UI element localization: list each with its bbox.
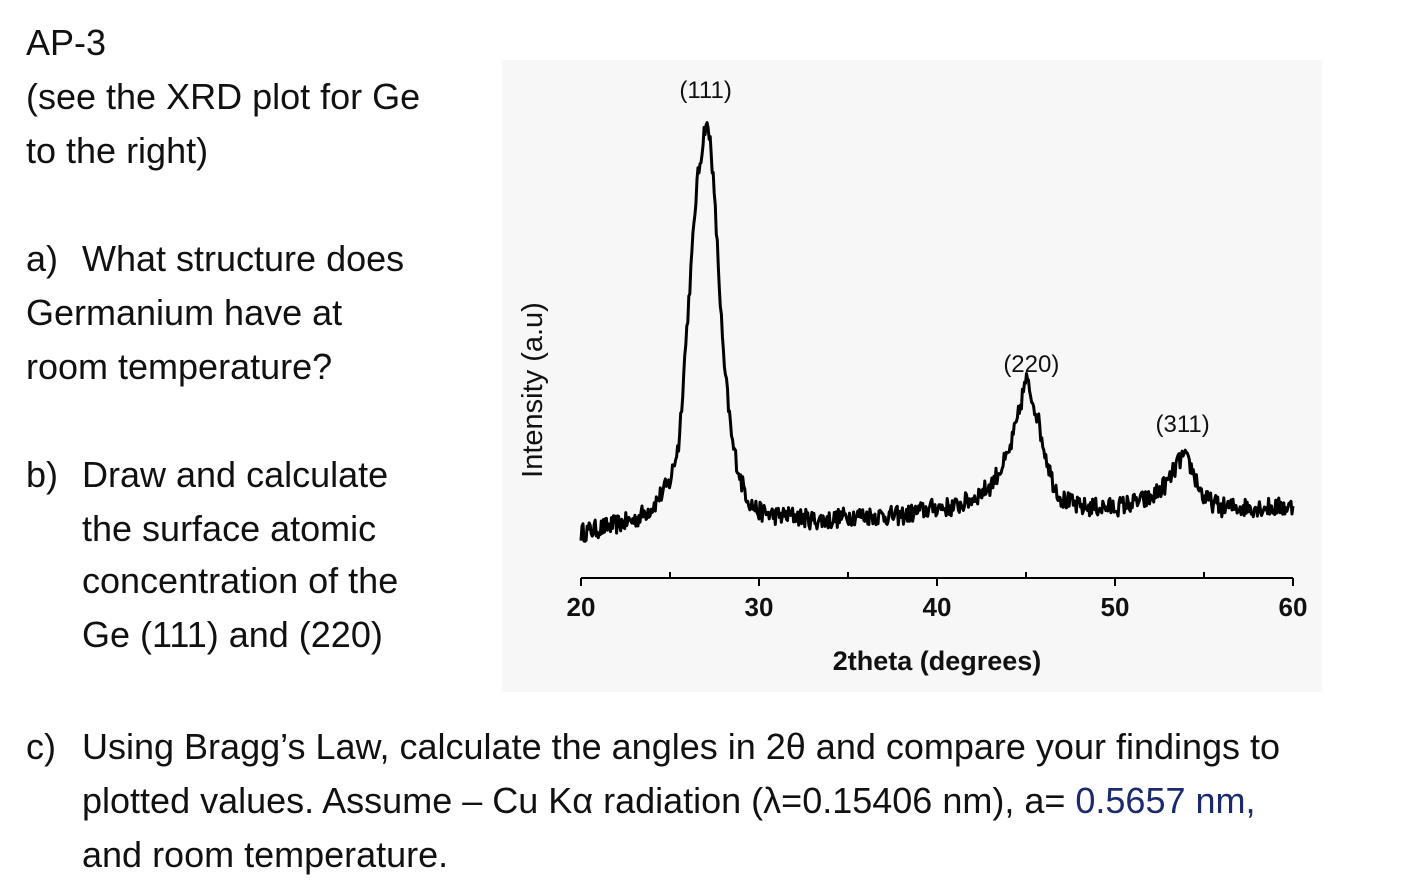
question-b-line3: concentration of the (82, 560, 399, 601)
problem-subtitle-line2: to the right) (26, 130, 209, 171)
peak-label-111: (111) (679, 77, 731, 104)
question-b-line1: Draw and calculate (82, 454, 389, 495)
question-b-line2: the surface atomic (82, 508, 377, 549)
x-tick-label-30: 30 (745, 592, 774, 622)
question-c-line3: and room temperature. (82, 834, 449, 875)
problem-subtitle-line1: (see the XRD plot for Ge (26, 76, 421, 117)
peak-label-220: (220) (1003, 351, 1059, 378)
question-c-line1: Using Bragg’s Law, calculate the angles … (82, 726, 1281, 767)
x-tick-label-20: 20 (567, 592, 596, 622)
peak-label-311: (311) (1156, 411, 1210, 438)
question-c-lattice-value: 0.5657 nm, (1075, 780, 1256, 821)
problem-title: AP-3 (26, 22, 107, 63)
question-a-line1: What structure does (82, 238, 405, 279)
question-b-marker: b) (26, 454, 59, 495)
x-tick-labels: 20 30 40 50 60 (567, 592, 1308, 622)
x-tick-label-50: 50 (1101, 592, 1130, 622)
question-a-line2: Germanium have at (26, 292, 343, 333)
x-tick-label-60: 60 (1279, 592, 1308, 622)
series-line-xrd (579, 121, 1295, 543)
question-a-marker: a) (26, 238, 59, 279)
question-c-marker: c) (26, 726, 56, 767)
question-c-line2-text: plotted values. Assume – Cu Kα radiation… (82, 780, 1076, 821)
peak-annotations: (111) (220) (311) (679, 77, 1209, 438)
chart-background (502, 60, 1322, 692)
x-ticks (580, 572, 1294, 586)
x-axis-label: 2theta (degrees) (833, 646, 1042, 676)
question-c-line2: plotted values. Assume – Cu Kα radiation… (82, 774, 1256, 828)
x-tick-label-40: 40 (923, 592, 952, 622)
xrd-chart: 20 30 40 50 60 (111) (220) (311) 2theta (degre… (502, 60, 1322, 692)
question-a-line3: room temperature? (26, 346, 333, 387)
question-b-line4: Ge (111) and (220) (82, 614, 383, 655)
y-axis-label: Intensity (a.u) (517, 302, 549, 478)
